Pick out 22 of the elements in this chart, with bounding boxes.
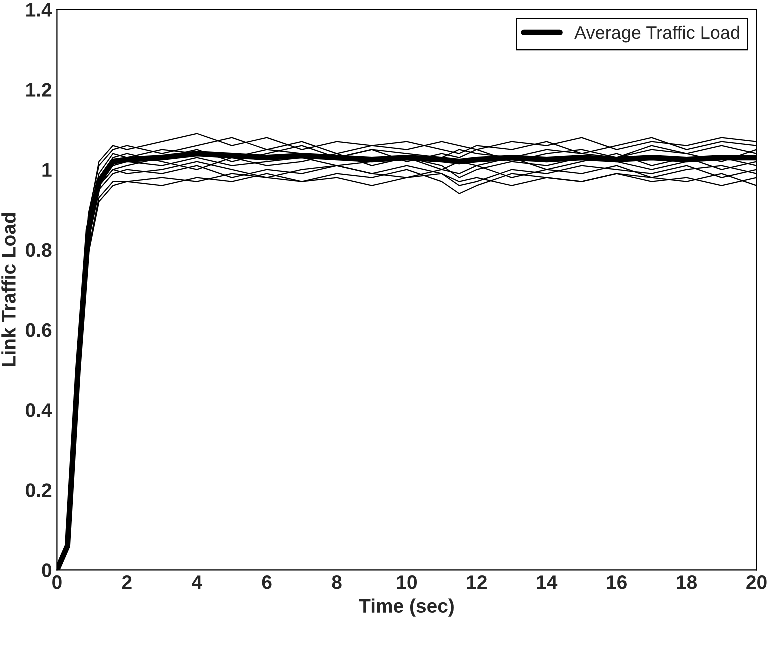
x-tick-label: 2 (122, 576, 132, 590)
x-tick-label: 16 (607, 576, 627, 590)
y-tick-label: 1.4 (26, 3, 52, 17)
y-tick-label: 0 (42, 564, 52, 578)
x-tick-label: 12 (467, 576, 487, 590)
x-tick-label: 20 (746, 576, 767, 590)
y-tick-label: 0.8 (26, 243, 52, 258)
y-axis-title: Link Traffic Load (2, 213, 16, 366)
x-tick-label: 0 (52, 576, 62, 590)
x-tick-label: 4 (192, 576, 202, 590)
y-tick-label: 1.2 (26, 83, 52, 97)
x-tick-label: 14 (537, 576, 558, 590)
y-tick-label: 1 (42, 163, 52, 177)
x-tick-label: 8 (332, 576, 342, 590)
legend-label: Average Traffic Load (574, 26, 740, 43)
y-tick-label: 0.6 (26, 323, 52, 338)
x-tick-label: 6 (262, 576, 272, 590)
x-tick-label: 18 (677, 576, 698, 590)
x-tick-label: 10 (397, 576, 418, 590)
y-tick-label: 0.4 (26, 404, 52, 418)
y-tick-label: 0.2 (26, 484, 52, 498)
x-axis-title: Time (sec) (359, 598, 454, 617)
